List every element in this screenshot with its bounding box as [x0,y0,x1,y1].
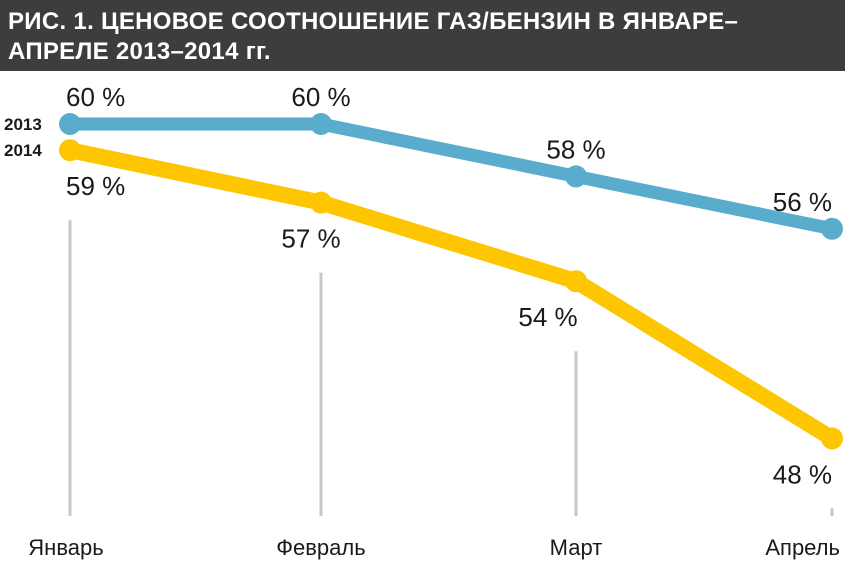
chart-title-bar: РИС. 1. ЦЕНОВОЕ СООТНОШЕНИЕ ГАЗ/БЕНЗИН В… [0,0,845,71]
series-line-2014 [62,142,840,447]
legend-2014: 2014 [4,141,42,160]
value-label-2013-4: 56 % [773,187,832,217]
value-label-2014-2: 57 % [281,224,340,254]
category-label-3: Март [550,535,603,560]
point-2014-1 [59,139,81,162]
legend-2013: 2013 [4,115,42,134]
category-label-1: Январь [28,535,103,560]
series-line-2013 [63,117,839,236]
category-label-4: Апрель [765,535,840,560]
value-label-2013-1: 60 % [66,82,125,112]
value-label-2014-1: 59 % [66,171,125,201]
chart-title-line-2: АПРЕЛЕ 2013–2014 гг. [8,38,271,65]
point-2014-4 [821,427,843,450]
category-label-2: Февраль [276,535,365,560]
chart-title-line-1: РИС. 1. ЦЕНОВОЕ СООТНОШЕНИЕ ГАЗ/БЕНЗИН В… [8,8,739,35]
value-label-2013-2: 60 % [291,82,350,112]
point-2013-1 [59,113,81,135]
point-2013-4 [821,217,843,240]
point-2013-3 [565,165,587,188]
value-label-2013-3: 58 % [546,134,605,164]
point-2013-2 [310,113,332,135]
point-2014-3 [565,270,587,293]
value-label-2014-3: 54 % [518,302,577,332]
point-2014-2 [310,191,332,214]
value-label-2014-4: 48 % [773,459,832,489]
